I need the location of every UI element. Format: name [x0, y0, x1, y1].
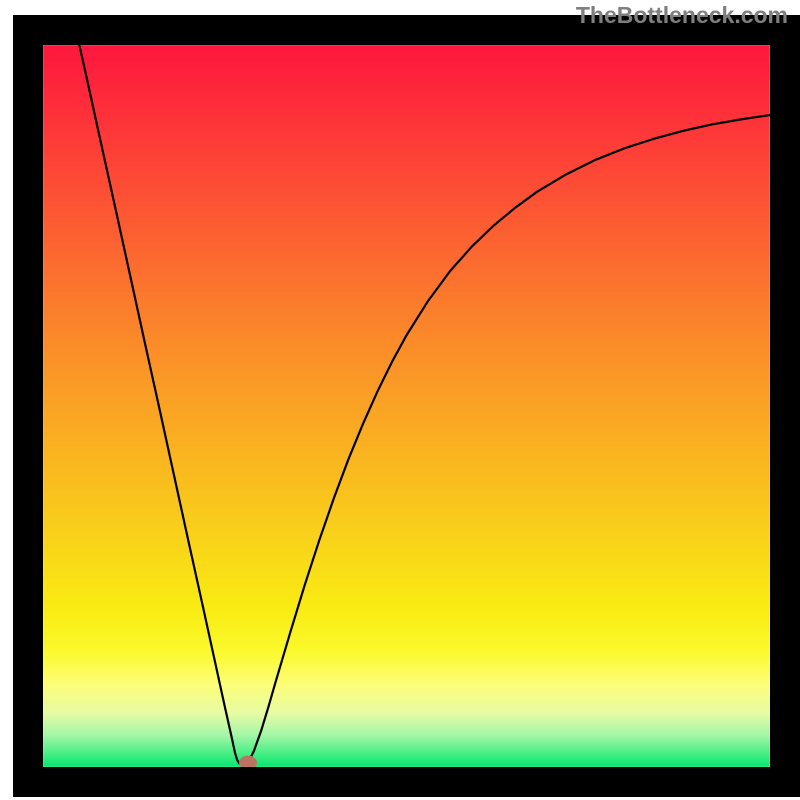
attribution-text: TheBottleneck.com	[576, 2, 788, 29]
bottleneck-curve	[79, 45, 770, 763]
curve-layer	[0, 0, 800, 800]
chart-frame	[28, 30, 785, 782]
chart-stage: TheBottleneck.com	[0, 0, 800, 800]
